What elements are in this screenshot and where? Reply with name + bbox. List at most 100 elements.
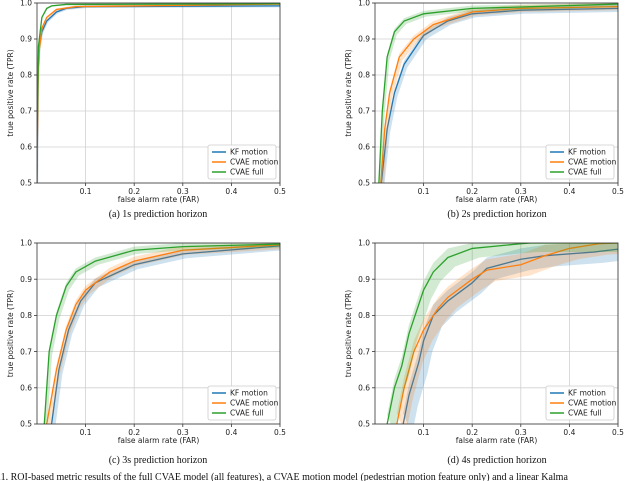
- x-tick-label: 0.3: [177, 428, 189, 437]
- x-tick-label: 0.4: [563, 187, 575, 196]
- legend-label: CVAE motion: [230, 158, 279, 167]
- x-tick-label: 0.5: [612, 428, 624, 437]
- y-tick-label: 1.0: [358, 0, 370, 8]
- y-tick-label: 0.5: [358, 420, 370, 429]
- y-tick-label: 1.0: [20, 239, 32, 248]
- series-line-cvae_full: [386, 243, 618, 424]
- legend-label: CVAE full: [568, 409, 602, 418]
- x-tick-label: 0.3: [515, 428, 527, 437]
- legend-label: KF motion: [230, 389, 268, 398]
- confidence-band-cvae_motion: [37, 3, 280, 167]
- y-tick-label: 0.6: [358, 143, 370, 152]
- y-tick-label: 0.8: [20, 71, 32, 80]
- y-tick-label: 0.7: [20, 347, 32, 356]
- axes-frame: [36, 2, 281, 184]
- figure-caption: 11. ROI-based metric results of the full…: [0, 472, 568, 481]
- series-line-cvae_motion: [396, 243, 618, 424]
- y-tick-label: 1.0: [20, 0, 32, 8]
- plot-area: [386, 243, 618, 424]
- chart-panel-0: 0.1 0.2 0.3 0.4 0.5 0.5 0.6 0.7 0.8 0.9 1.0 KF moti…: [6, 0, 286, 220]
- series-line-cvae_full: [43, 243, 280, 424]
- series-line-kf: [380, 7, 618, 183]
- x-tick-label: 0.2: [466, 428, 478, 437]
- chart-panel-2: 0.1 0.2 0.3 0.4 0.5 0.5 0.6 0.7 0.8 0.9 1.0 KF moti…: [6, 239, 286, 466]
- y-axis-label: true positive rate (TPR): [344, 290, 353, 377]
- y-axis-label: true positive rate (TPR): [344, 49, 353, 136]
- y-tick-label: 1.0: [358, 239, 370, 248]
- confidence-band-cvae_full: [378, 3, 618, 183]
- x-tick-label: 0.1: [418, 187, 430, 196]
- legend-label: CVAE motion: [568, 158, 617, 167]
- x-tick-label: 0.5: [274, 428, 286, 437]
- legend-label: CVAE full: [230, 168, 264, 177]
- series-line-cvae_full: [37, 3, 280, 148]
- confidence-band-cvae_motion: [396, 243, 618, 424]
- series-line-cvae_motion: [37, 3, 280, 166]
- x-tick-label: 0.4: [225, 187, 237, 196]
- plot-area: [378, 3, 618, 183]
- x-axis-label: false alarm rate (FAR): [118, 195, 200, 204]
- y-tick-label: 0.8: [358, 71, 370, 80]
- x-tick-label: 0.5: [274, 187, 286, 196]
- y-tick-label: 0.6: [20, 384, 32, 393]
- y-tick-label: 0.6: [358, 384, 370, 393]
- plot-area: [43, 243, 280, 424]
- series-line-cvae_motion: [46, 244, 280, 424]
- series-line-cvae_full: [378, 3, 618, 183]
- subfigure-caption: (c) 3s prediction horizon: [109, 455, 208, 466]
- y-tick-label: 0.7: [358, 107, 370, 116]
- x-tick-label: 0.5: [612, 187, 624, 196]
- legend-label: CVAE full: [230, 409, 264, 418]
- legend-box: [545, 144, 615, 180]
- axes-frame: [374, 242, 619, 425]
- y-tick-label: 0.9: [358, 35, 370, 44]
- y-tick-label: 0.9: [20, 275, 32, 284]
- x-axis-label: false alarm rate (FAR): [456, 195, 538, 204]
- x-tick-label: 0.4: [225, 428, 237, 437]
- x-tick-label: 0.2: [128, 428, 140, 437]
- x-tick-label: 0.1: [80, 428, 92, 437]
- legend-box: [207, 144, 277, 180]
- confidence-band-kf: [403, 243, 618, 424]
- legend-label: KF motion: [230, 148, 268, 157]
- axes-frame: [374, 2, 619, 184]
- y-tick-label: 0.7: [20, 107, 32, 116]
- legend-label: CVAE motion: [230, 399, 279, 408]
- chart-panel-3: 0.1 0.2 0.3 0.4 0.5 0.5 0.6 0.7 0.8 0.9 1.0 KF moti…: [344, 239, 624, 466]
- y-tick-label: 0.5: [358, 179, 370, 188]
- x-tick-label: 0.3: [515, 187, 527, 196]
- y-axis-label: true positive rate (TPR): [6, 49, 15, 136]
- x-tick-label: 0.1: [418, 428, 430, 437]
- x-tick-label: 0.3: [177, 187, 189, 196]
- plot-area: [37, 3, 280, 183]
- y-axis-label: true positive rate (TPR): [6, 290, 15, 377]
- chart-panel-1: 0.1 0.2 0.3 0.4 0.5 0.5 0.6 0.7 0.8 0.9 1.0 KF moti…: [344, 0, 624, 220]
- x-tick-label: 0.2: [466, 187, 478, 196]
- y-tick-label: 0.8: [358, 311, 370, 320]
- y-tick-label: 0.7: [358, 347, 370, 356]
- axes-frame: [36, 242, 281, 425]
- y-tick-label: 0.9: [20, 35, 32, 44]
- x-tick-label: 0.2: [128, 187, 140, 196]
- x-tick-label: 0.1: [80, 187, 92, 196]
- legend-label: KF motion: [568, 389, 606, 398]
- series-line-kf: [402, 248, 618, 424]
- y-tick-label: 0.5: [20, 179, 32, 188]
- x-axis-label: false alarm rate (FAR): [456, 436, 538, 445]
- y-tick-label: 0.9: [358, 275, 370, 284]
- legend-label: CVAE full: [568, 168, 602, 177]
- legend-label: CVAE motion: [568, 399, 617, 408]
- subfigure-caption: (d) 4s prediction horizon: [447, 455, 546, 466]
- y-tick-label: 0.8: [20, 311, 32, 320]
- legend-label: KF motion: [568, 148, 606, 157]
- subfigure-caption: (a) 1s prediction horizon: [109, 209, 208, 220]
- x-tick-label: 0.4: [563, 428, 575, 437]
- legend-box: [545, 385, 615, 421]
- legend-box: [207, 385, 277, 421]
- y-tick-label: 0.6: [20, 143, 32, 152]
- series-line-kf: [50, 245, 280, 424]
- series-line-cvae_motion: [380, 5, 618, 183]
- subfigure-caption: (b) 2s prediction horizon: [447, 209, 546, 220]
- y-tick-label: 0.5: [20, 420, 32, 429]
